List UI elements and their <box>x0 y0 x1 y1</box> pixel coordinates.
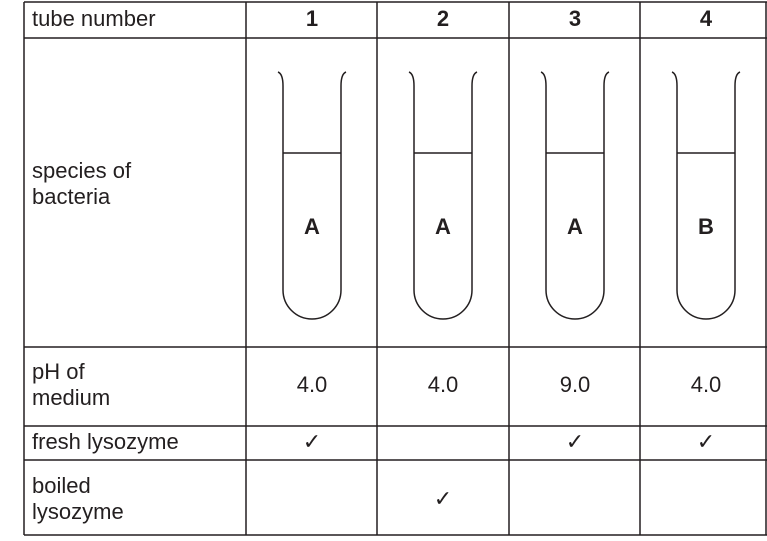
boiled-label: boiled <box>32 473 91 498</box>
tube-number: 1 <box>306 6 318 31</box>
species-letter: B <box>698 214 714 239</box>
boiled-label: lysozyme <box>32 499 124 524</box>
ph-value: 4.0 <box>691 372 722 397</box>
test-tube <box>540 71 610 320</box>
species-label: bacteria <box>32 184 111 209</box>
tube-number: 4 <box>700 6 713 31</box>
ph-label: medium <box>32 385 110 410</box>
header-label: tube number <box>32 6 156 31</box>
test-tube <box>408 71 478 320</box>
ph-label: pH of <box>32 359 85 384</box>
species-letter: A <box>304 214 320 239</box>
tube-number: 2 <box>437 6 449 31</box>
fresh-check: ✓ <box>303 429 321 454</box>
ph-value: 4.0 <box>428 372 459 397</box>
fresh-check: ✓ <box>566 429 584 454</box>
ph-value: 9.0 <box>560 372 591 397</box>
table-grid <box>23 1 767 536</box>
test-tube <box>671 71 741 320</box>
fresh-label: fresh lysozyme <box>32 429 179 454</box>
ph-value: 4.0 <box>297 372 328 397</box>
test-tube <box>277 71 347 320</box>
species-label: species of <box>32 158 132 183</box>
boiled-check: ✓ <box>434 486 452 511</box>
tube-number: 3 <box>569 6 581 31</box>
fresh-check: ✓ <box>697 429 715 454</box>
species-letter: A <box>435 214 451 239</box>
species-letter: A <box>567 214 583 239</box>
